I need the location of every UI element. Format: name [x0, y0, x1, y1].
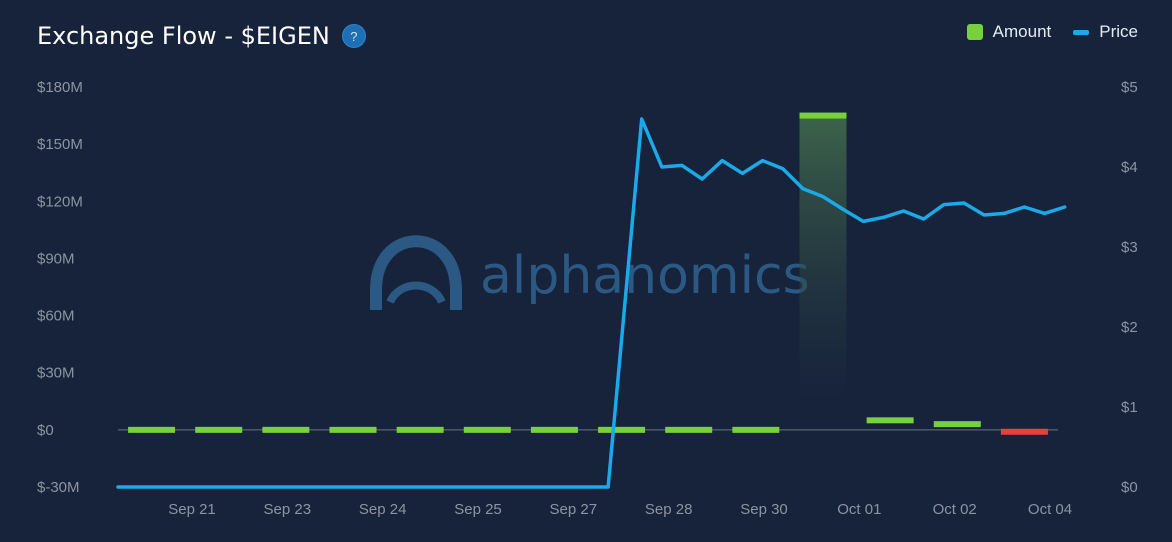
price-line [116, 117, 1067, 489]
x-tick-label: Oct 01 [837, 501, 881, 518]
y-right-tick-label: $1 [1121, 399, 1138, 416]
highlight-band [799, 115, 847, 410]
amount-bar [933, 421, 981, 428]
amount-bar [262, 426, 310, 433]
chart-legend: Amount Price [966, 22, 1138, 42]
x-tick-label: Sep 21 [168, 501, 216, 518]
amount-bar [732, 426, 780, 433]
amount-bar [530, 426, 578, 433]
legend-item-price[interactable]: Price [1073, 22, 1138, 42]
y-left-tick-label: $-30M [37, 479, 80, 496]
amount-bar [195, 426, 243, 433]
chart-header: Exchange Flow - $EIGEN ? [37, 18, 366, 54]
x-tick-label: Oct 04 [1028, 501, 1072, 518]
alphanomics-logo-icon [370, 235, 462, 310]
y-left-tick-label: $120M [37, 193, 83, 210]
y-left-tick-label: $60M [37, 308, 75, 325]
chart-title: Exchange Flow - $EIGEN [37, 22, 330, 50]
amount-bar [598, 426, 646, 433]
amount-bar [799, 112, 847, 119]
amount-bar [1000, 428, 1048, 435]
y-left-tick-label: $150M [37, 136, 83, 153]
y-left-tick-label: $90M [37, 250, 75, 267]
legend-label-price: Price [1099, 22, 1138, 41]
y-left-tick-label: $0 [37, 422, 54, 439]
x-tick-label: Sep 30 [740, 501, 788, 518]
amount-swatch-icon [966, 24, 983, 40]
y-right-tick-label: $5 [1121, 79, 1138, 96]
amount-bar [665, 426, 713, 433]
help-icon[interactable]: ? [341, 24, 366, 48]
price-swatch-icon [1073, 29, 1090, 35]
watermark: alphanomics [370, 235, 810, 310]
amount-bar [128, 426, 176, 433]
amount-bar [329, 426, 377, 433]
x-tick-label: Oct 02 [933, 501, 977, 518]
y-right-tick-label: $2 [1121, 319, 1138, 336]
amount-bar [396, 426, 444, 433]
legend-item-amount[interactable]: Amount [966, 22, 1052, 42]
y-left-tick-label: $30M [37, 365, 75, 382]
y-right-tick-label: $4 [1121, 159, 1138, 176]
x-tick-label: Sep 28 [645, 501, 693, 518]
y-right-tick-label: $3 [1121, 239, 1138, 256]
y-left-tick-label: $180M [37, 79, 83, 96]
x-tick-label: Sep 25 [454, 501, 502, 518]
amount-bar [866, 417, 914, 424]
y-right-tick-label: $0 [1121, 479, 1138, 496]
x-tick-label: Sep 27 [550, 501, 598, 518]
x-tick-label: Sep 24 [359, 501, 407, 518]
watermark-text: alphanomics [480, 246, 810, 306]
x-tick-label: Sep 23 [264, 501, 312, 518]
legend-label-amount: Amount [992, 22, 1052, 41]
amount-bar [463, 426, 511, 433]
